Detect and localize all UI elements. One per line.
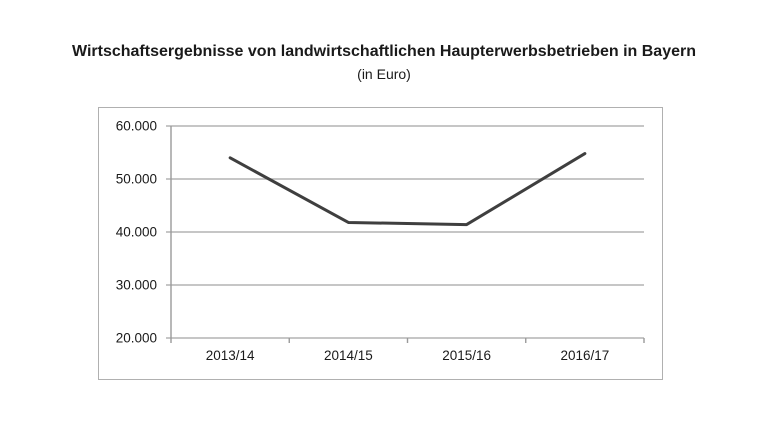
series-line — [228, 152, 587, 227]
y-tick-label: 50.000 — [116, 172, 157, 187]
x-tick-label: 2014/15 — [324, 348, 373, 363]
x-tick-label: 2015/16 — [442, 348, 491, 363]
y-tick-label: 20.000 — [116, 331, 157, 346]
y-tick-label: 60.000 — [116, 119, 157, 134]
x-tick-label: 2013/14 — [206, 348, 255, 363]
chart-subtitle: (in Euro) — [357, 66, 411, 82]
y-tick-label: 30.000 — [116, 278, 157, 293]
plot-svg: 60.000 50.000 40.000 30.000 20.000 2013/14 201… — [116, 119, 645, 363]
y-tick-label: 40.000 — [116, 225, 157, 240]
chart-header: Wirtschaftsergebnisse von landwirtschaft… — [0, 42, 768, 83]
chart-title: Wirtschaftsergebnisse von landwirtschaft… — [71, 43, 696, 60]
chart-frame: 60.000 50.000 40.000 30.000 20.000 2013/14 201… — [98, 107, 663, 380]
x-tick-label: 2016/17 — [560, 348, 609, 363]
